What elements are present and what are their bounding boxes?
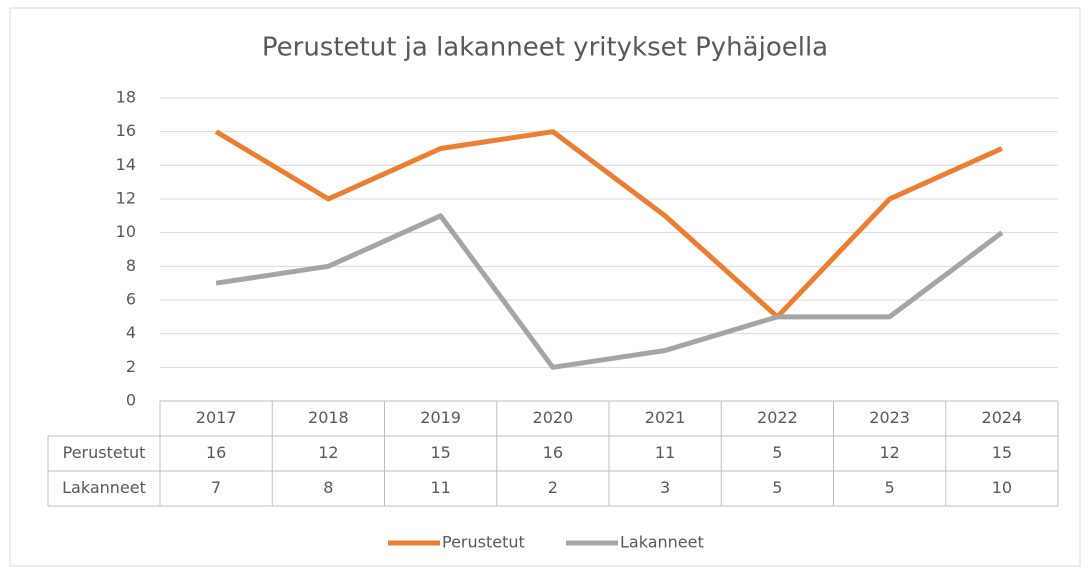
chart-border	[9, 7, 1081, 567]
y-tick-label: 8	[126, 256, 136, 275]
table-value: 5	[772, 478, 782, 497]
legend-label: Perustetut	[442, 533, 525, 552]
y-tick-label: 16	[116, 121, 136, 140]
table-value: 11	[655, 443, 675, 462]
table-value: 16	[543, 443, 563, 462]
y-tick-label: 6	[126, 290, 136, 309]
x-tick-label: 2019	[420, 408, 461, 427]
table-value: 12	[879, 443, 899, 462]
x-tick-label: 2020	[533, 408, 574, 427]
table-value: 8	[323, 478, 333, 497]
y-tick-label: 2	[126, 357, 136, 376]
table-value: 7	[211, 478, 221, 497]
table-value: 16	[206, 443, 226, 462]
chart-title: Perustetut ja lakanneet yritykset Pyhäjo…	[262, 33, 828, 63]
series-line	[215, 213, 1004, 370]
x-tick-label: 2018	[308, 408, 349, 427]
y-tick-label: 10	[116, 222, 136, 241]
x-tick-label: 2022	[757, 408, 798, 427]
x-tick-label: 2021	[645, 408, 686, 427]
y-tick-label: 0	[126, 391, 136, 410]
y-tick-label: 18	[116, 88, 136, 107]
y-tick-label: 12	[116, 189, 136, 208]
series-line	[214, 129, 1003, 320]
table-row-label: Perustetut	[63, 443, 146, 462]
table-value: 10	[992, 478, 1012, 497]
x-tick-label: 2024	[982, 408, 1023, 427]
table-value: 5	[885, 478, 895, 497]
table-value: 11	[430, 478, 450, 497]
x-tick-label: 2017	[196, 408, 237, 427]
y-tick-label: 4	[126, 323, 136, 342]
table-value: 15	[992, 443, 1012, 462]
x-tick-label: 2023	[869, 408, 910, 427]
table-row-label: Lakanneet	[62, 478, 146, 497]
table-value: 3	[660, 478, 670, 497]
table-value: 5	[772, 443, 782, 462]
table-value: 15	[430, 443, 450, 462]
table-value: 12	[318, 443, 338, 462]
y-tick-label: 14	[116, 155, 136, 174]
table-value: 2	[548, 478, 558, 497]
legend-label: Lakanneet	[620, 533, 704, 552]
